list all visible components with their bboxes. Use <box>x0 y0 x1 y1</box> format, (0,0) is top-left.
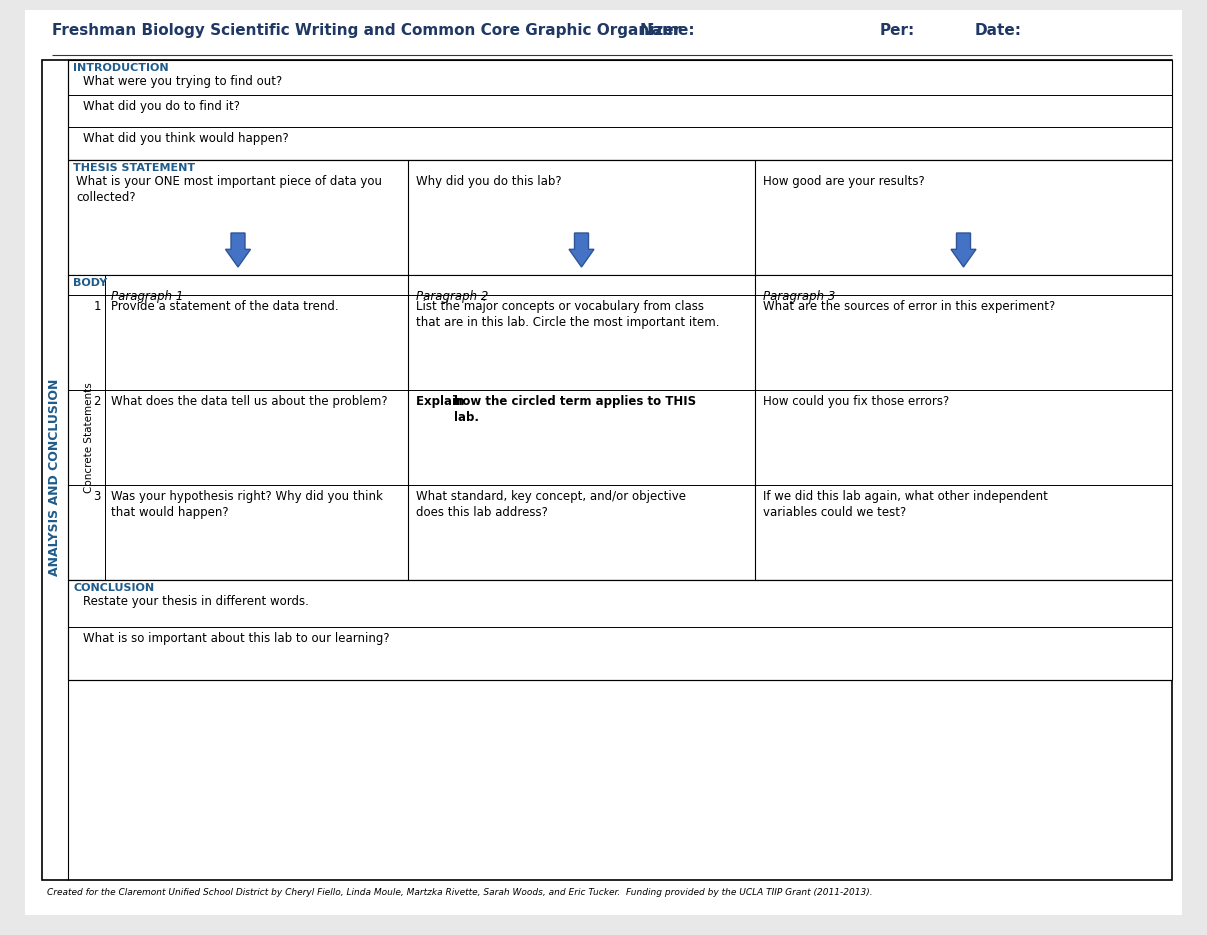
Text: Paragraph 3: Paragraph 3 <box>763 290 835 303</box>
Text: What are the sources of error in this experiment?: What are the sources of error in this ex… <box>763 300 1055 313</box>
Text: If we did this lab again, what other independent
variables could we test?: If we did this lab again, what other ind… <box>763 490 1048 519</box>
Text: What standard, key concept, and/or objective
does this lab address?: What standard, key concept, and/or objec… <box>416 490 686 519</box>
Polygon shape <box>568 233 594 267</box>
Text: Was your hypothesis right? Why did you think
that would happen?: Was your hypothesis right? Why did you t… <box>111 490 383 519</box>
Text: CONCLUSION: CONCLUSION <box>72 583 154 593</box>
Text: Paragraph 1: Paragraph 1 <box>111 290 183 303</box>
Text: 2: 2 <box>93 395 101 408</box>
Text: Per:: Per: <box>880 23 915 38</box>
Bar <box>68 60 1172 160</box>
Text: 3: 3 <box>94 490 101 503</box>
Text: List the major concepts or vocabulary from class
that are in this lab. Circle th: List the major concepts or vocabulary fr… <box>416 300 719 329</box>
Text: THESIS STATEMENT: THESIS STATEMENT <box>72 163 196 173</box>
Text: BODY: BODY <box>72 278 107 288</box>
Text: Concrete Statements: Concrete Statements <box>84 382 94 493</box>
Text: Created for the Claremont Unified School District by Cheryl Fiello, Linda Moule,: Created for the Claremont Unified School… <box>47 888 873 897</box>
Bar <box>68 580 1172 680</box>
Text: 1: 1 <box>93 300 101 313</box>
Text: What did you think would happen?: What did you think would happen? <box>83 132 288 145</box>
Text: What does the data tell us about the problem?: What does the data tell us about the pro… <box>111 395 387 408</box>
Bar <box>68 275 1172 580</box>
Text: how the circled term applies to THIS
lab.: how the circled term applies to THIS lab… <box>454 395 696 424</box>
Text: Restate your thesis in different words.: Restate your thesis in different words. <box>83 595 309 608</box>
Text: What were you trying to find out?: What were you trying to find out? <box>83 75 282 88</box>
Text: ANALYSIS AND CONCLUSION: ANALYSIS AND CONCLUSION <box>48 379 62 576</box>
Polygon shape <box>951 233 976 267</box>
Text: Why did you do this lab?: Why did you do this lab? <box>416 175 561 188</box>
Text: What is so important about this lab to our learning?: What is so important about this lab to o… <box>83 632 390 645</box>
Bar <box>42 60 1172 880</box>
Polygon shape <box>226 233 251 267</box>
Text: How could you fix those errors?: How could you fix those errors? <box>763 395 949 408</box>
Text: Explain: Explain <box>416 395 468 408</box>
Text: Name:: Name: <box>640 23 695 38</box>
Text: Date:: Date: <box>975 23 1022 38</box>
Text: Freshman Biology Scientific Writing and Common Core Graphic Organizer: Freshman Biology Scientific Writing and … <box>52 23 681 38</box>
Text: How good are your results?: How good are your results? <box>763 175 925 188</box>
Text: Paragraph 2: Paragraph 2 <box>416 290 489 303</box>
Text: Provide a statement of the data trend.: Provide a statement of the data trend. <box>111 300 339 313</box>
Text: What is your ONE most important piece of data you
collected?: What is your ONE most important piece of… <box>76 175 381 204</box>
Text: INTRODUCTION: INTRODUCTION <box>72 63 169 73</box>
Bar <box>68 160 1172 275</box>
Text: What did you do to find it?: What did you do to find it? <box>83 100 240 113</box>
